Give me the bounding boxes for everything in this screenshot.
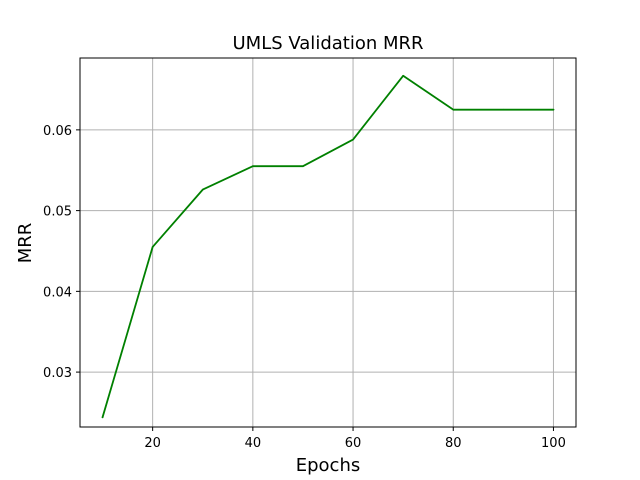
grid — [80, 58, 576, 427]
data-point — [402, 74, 404, 77]
ticks: 20 40 60 80 100 0.03 0.04 0.05 0.06 — [43, 124, 566, 451]
data-point — [552, 108, 555, 111]
series-layer — [101, 74, 555, 419]
y-tick-label: 0.03 — [43, 366, 72, 381]
data-point — [352, 138, 354, 141]
y-axis-label: MRR — [15, 223, 36, 264]
data-point — [101, 416, 104, 419]
chart-title: UMLS Validation MRR — [232, 33, 423, 54]
data-point — [502, 108, 505, 111]
data-point — [252, 165, 254, 167]
x-axis-label: Epochs — [296, 455, 361, 476]
series-line — [101, 74, 555, 419]
y-tick-label: 0.06 — [43, 124, 72, 139]
x-tick-label: 60 — [345, 436, 362, 451]
y-tick-label: 0.05 — [43, 205, 72, 220]
x-tick-label: 40 — [245, 436, 262, 451]
x-tick-label: 100 — [541, 436, 566, 451]
data-point — [151, 246, 154, 248]
data-point — [201, 188, 204, 191]
data-point — [452, 108, 455, 111]
plot-frame — [79, 57, 577, 428]
x-tick-label: 80 — [445, 436, 462, 451]
x-tick-label: 20 — [144, 436, 161, 451]
data-point — [302, 165, 304, 167]
y-tick-label: 0.04 — [43, 285, 72, 300]
